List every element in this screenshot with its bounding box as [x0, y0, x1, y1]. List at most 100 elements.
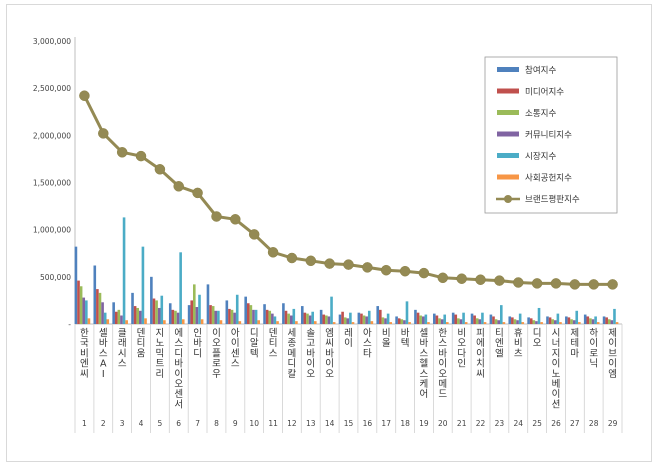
bar — [362, 315, 366, 324]
y-axis-labels: 3,000,000 2,500,000 2,000,000 1,500,000 1,00… — [33, 37, 71, 329]
bar — [464, 322, 468, 324]
bar — [327, 316, 331, 324]
legend-line-marker — [504, 195, 512, 203]
bar — [483, 322, 487, 324]
bar — [341, 311, 344, 324]
x-rank-label: 22 — [476, 419, 486, 428]
bar — [295, 321, 298, 324]
bar — [330, 296, 333, 324]
bar — [497, 320, 500, 324]
bar — [521, 322, 525, 324]
x-rank-label: 6 — [176, 419, 181, 428]
bar — [511, 317, 514, 324]
line-point — [513, 277, 524, 288]
bar — [163, 320, 166, 324]
bar — [176, 312, 180, 324]
bar — [578, 322, 581, 324]
bar — [139, 310, 142, 324]
bar — [546, 316, 549, 324]
bar — [195, 307, 199, 324]
bar — [370, 321, 374, 324]
line-point — [607, 279, 618, 290]
bar — [306, 313, 309, 324]
x-rank-label: 18 — [400, 419, 410, 428]
bar — [106, 319, 110, 324]
bar — [263, 304, 266, 324]
line-point — [98, 128, 109, 139]
x-rank-label: 21 — [457, 419, 467, 428]
x-axis-category-labels: 한 국 비 엔 씨 셀 바 스 A I 클 래 시 스 덴 티 움 지 노 믹 트 리 에 스 디 바 이 오 센 서 인 바 디 이 오 플 로 우 아 이… — [80, 327, 617, 410]
bar — [379, 309, 382, 324]
bar — [120, 315, 123, 324]
bar — [217, 310, 220, 324]
bar — [376, 306, 380, 324]
bar — [249, 305, 253, 324]
bar — [174, 310, 177, 324]
bar — [360, 313, 363, 324]
bar — [386, 313, 390, 324]
bar — [133, 306, 137, 324]
bar — [112, 302, 115, 324]
bar — [357, 312, 361, 324]
bar — [403, 320, 406, 324]
bar — [200, 319, 204, 324]
bar — [155, 300, 158, 324]
bar — [93, 265, 97, 324]
bar — [79, 286, 83, 324]
bar — [346, 318, 350, 324]
bar — [435, 315, 439, 324]
line-point — [230, 214, 241, 225]
bar — [416, 312, 420, 324]
bar — [117, 309, 121, 324]
line-point — [437, 272, 449, 284]
bar — [397, 318, 401, 324]
x-rank-label: 15 — [344, 419, 354, 428]
bar — [122, 217, 126, 324]
x-rank-label: 25 — [532, 419, 542, 428]
y-tick-label: 2,000,000 — [33, 131, 71, 140]
bar — [168, 303, 172, 324]
x-rank-label: 14 — [325, 419, 335, 428]
bar — [400, 319, 404, 324]
bar — [319, 309, 323, 324]
bar — [300, 306, 304, 324]
bar — [559, 322, 562, 324]
bar — [322, 314, 326, 324]
line-point — [286, 252, 298, 264]
bar — [489, 314, 493, 324]
bar — [343, 317, 347, 324]
x-rank-label: 26 — [551, 419, 561, 428]
x-rank-label: 19 — [419, 419, 429, 428]
bar — [292, 308, 296, 324]
chart-frame: 3,000,000 2,500,000 2,000,000 1,500,000 1,00… — [6, 4, 652, 462]
bar — [565, 316, 568, 324]
bar-series-group — [74, 217, 619, 324]
bar — [271, 313, 274, 324]
bar — [529, 318, 533, 324]
legend-swatch — [497, 153, 519, 158]
bar — [254, 309, 258, 324]
bar — [589, 318, 592, 324]
line-point — [305, 255, 317, 267]
bar — [583, 314, 587, 324]
bar — [602, 316, 606, 324]
bar — [179, 252, 182, 324]
x-rank-label: 11 — [268, 419, 278, 428]
bar — [419, 315, 422, 324]
y-tick-label: 1,500,000 — [33, 179, 71, 188]
bar — [427, 322, 430, 324]
bar — [131, 292, 134, 324]
bar — [459, 319, 463, 324]
x-rank-label: 5 — [158, 419, 163, 428]
bar — [338, 314, 342, 324]
bar — [103, 312, 107, 324]
bar — [494, 319, 498, 324]
